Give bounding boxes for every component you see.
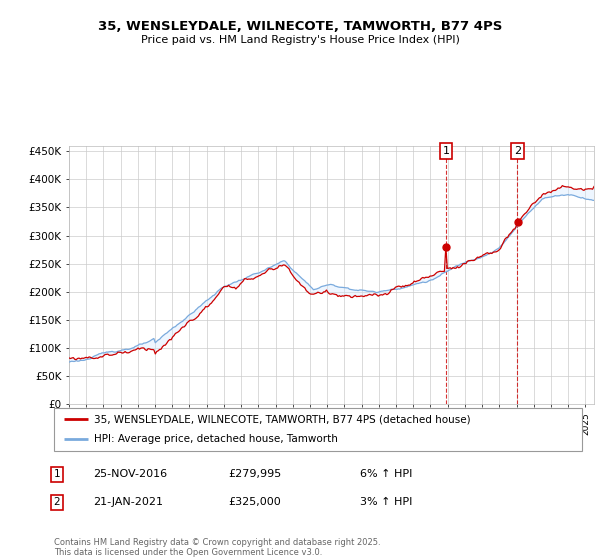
Text: 3% ↑ HPI: 3% ↑ HPI	[360, 497, 412, 507]
Text: 2: 2	[514, 146, 521, 156]
Text: 25-NOV-2016: 25-NOV-2016	[93, 469, 167, 479]
FancyBboxPatch shape	[54, 408, 582, 451]
Text: Price paid vs. HM Land Registry's House Price Index (HPI): Price paid vs. HM Land Registry's House …	[140, 35, 460, 45]
Text: 2: 2	[53, 497, 61, 507]
Text: £325,000: £325,000	[228, 497, 281, 507]
Text: 35, WENSLEYDALE, WILNECOTE, TAMWORTH, B77 4PS: 35, WENSLEYDALE, WILNECOTE, TAMWORTH, B7…	[98, 20, 502, 32]
Text: 21-JAN-2021: 21-JAN-2021	[93, 497, 163, 507]
Text: 1: 1	[442, 146, 449, 156]
Text: 35, WENSLEYDALE, WILNECOTE, TAMWORTH, B77 4PS (detached house): 35, WENSLEYDALE, WILNECOTE, TAMWORTH, B7…	[94, 414, 470, 424]
Text: HPI: Average price, detached house, Tamworth: HPI: Average price, detached house, Tamw…	[94, 434, 337, 444]
Text: £279,995: £279,995	[228, 469, 281, 479]
Text: Contains HM Land Registry data © Crown copyright and database right 2025.
This d: Contains HM Land Registry data © Crown c…	[54, 538, 380, 557]
Text: 6% ↑ HPI: 6% ↑ HPI	[360, 469, 412, 479]
Text: 1: 1	[53, 469, 61, 479]
